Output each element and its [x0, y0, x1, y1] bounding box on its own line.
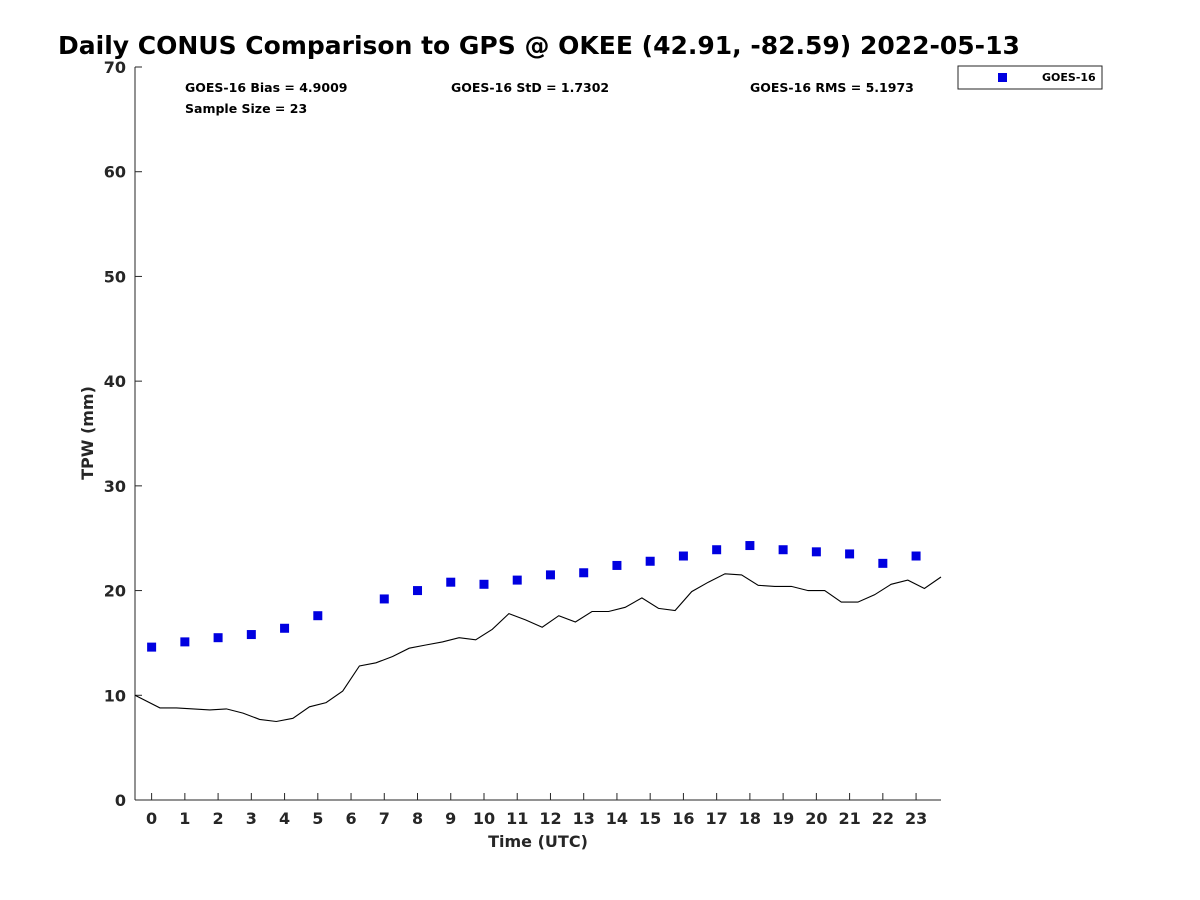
legend: GOES-16 — [957, 65, 1103, 90]
x-tick-label: 22 — [872, 809, 894, 828]
bias-stat: GOES-16 Bias = 4.9009 — [185, 80, 347, 95]
x-tick-label: 7 — [379, 809, 390, 828]
sample-size-stat: Sample Size = 23 — [185, 101, 307, 116]
goes16-point — [280, 623, 290, 633]
goes16-point — [878, 558, 888, 568]
goes16-point — [545, 570, 555, 580]
goes16-point — [180, 637, 190, 647]
goes16-point — [579, 568, 589, 578]
goes16-point — [246, 630, 256, 640]
goes16-point — [845, 549, 855, 559]
y-tick-label: 0 — [115, 791, 126, 810]
goes16-point — [678, 551, 688, 561]
x-tick-label: 17 — [706, 809, 728, 828]
x-tick-label: 9 — [445, 809, 456, 828]
y-tick-label: 60 — [104, 163, 126, 182]
goes16-point — [479, 579, 489, 589]
plot-series — [134, 541, 942, 723]
x-tick-label: 11 — [506, 809, 528, 828]
x-tick-label: 3 — [246, 809, 257, 828]
x-tick-label: 12 — [539, 809, 561, 828]
chart-title: Daily CONUS Comparison to GPS @ OKEE (42… — [58, 31, 1020, 60]
goes16-point — [147, 642, 157, 652]
goes16-point — [446, 577, 456, 587]
x-tick-label: 21 — [838, 809, 860, 828]
x-tick-label: 15 — [639, 809, 661, 828]
goes16-point — [911, 551, 921, 561]
legend-marker-square-icon — [998, 73, 1007, 82]
goes16-point — [379, 594, 389, 604]
goes16-point — [612, 560, 622, 570]
y-axis-label: TPW (mm) — [78, 386, 97, 480]
y-tick-label: 50 — [104, 267, 126, 286]
x-tick-label: 2 — [213, 809, 224, 828]
goes16-point — [645, 556, 655, 566]
goes16-point — [512, 575, 522, 585]
x-tick-label: 1 — [179, 809, 190, 828]
x-tick-label: 10 — [473, 809, 495, 828]
x-tick-label: 19 — [772, 809, 794, 828]
x-tick-label: 8 — [412, 809, 423, 828]
legend-label-goes16: GOES-16 — [1042, 71, 1096, 84]
x-tick-label: 20 — [805, 809, 827, 828]
std-stat: GOES-16 StD = 1.7302 — [451, 80, 609, 95]
goes16-point — [413, 586, 423, 596]
gps-line — [134, 573, 942, 723]
y-tick-label: 10 — [104, 686, 126, 705]
x-tick-label: 5 — [312, 809, 323, 828]
goes16-point — [313, 611, 323, 621]
x-axis-ticks: 0 1 2 3 4 5 6 7 8 9 10 11 12 13 14 15 16 17 18 19 20 21 22 23 — [146, 793, 927, 828]
x-tick-label: 13 — [573, 809, 595, 828]
y-tick-label: 40 — [104, 372, 126, 391]
x-tick-label: 4 — [279, 809, 290, 828]
goes16-point — [811, 547, 821, 557]
y-tick-label: 70 — [104, 58, 126, 77]
x-axis-label: Time (UTC) — [488, 832, 588, 851]
y-tick-label: 30 — [104, 477, 126, 496]
goes16-point — [712, 545, 722, 555]
legend-box — [957, 65, 1103, 90]
goes16-point — [745, 541, 755, 551]
y-tick-label: 20 — [104, 582, 126, 601]
y-axis-ticks: 0 10 20 30 40 50 60 70 — [104, 58, 142, 810]
x-tick-label: 6 — [345, 809, 356, 828]
rms-stat: GOES-16 RMS = 5.1973 — [750, 80, 914, 95]
x-tick-label: 18 — [739, 809, 761, 828]
x-tick-label: 23 — [905, 809, 927, 828]
x-tick-label: 16 — [672, 809, 694, 828]
goes16-point — [213, 633, 223, 643]
goes16-point — [778, 545, 788, 555]
x-tick-label: 0 — [146, 809, 157, 828]
x-tick-label: 14 — [606, 809, 628, 828]
